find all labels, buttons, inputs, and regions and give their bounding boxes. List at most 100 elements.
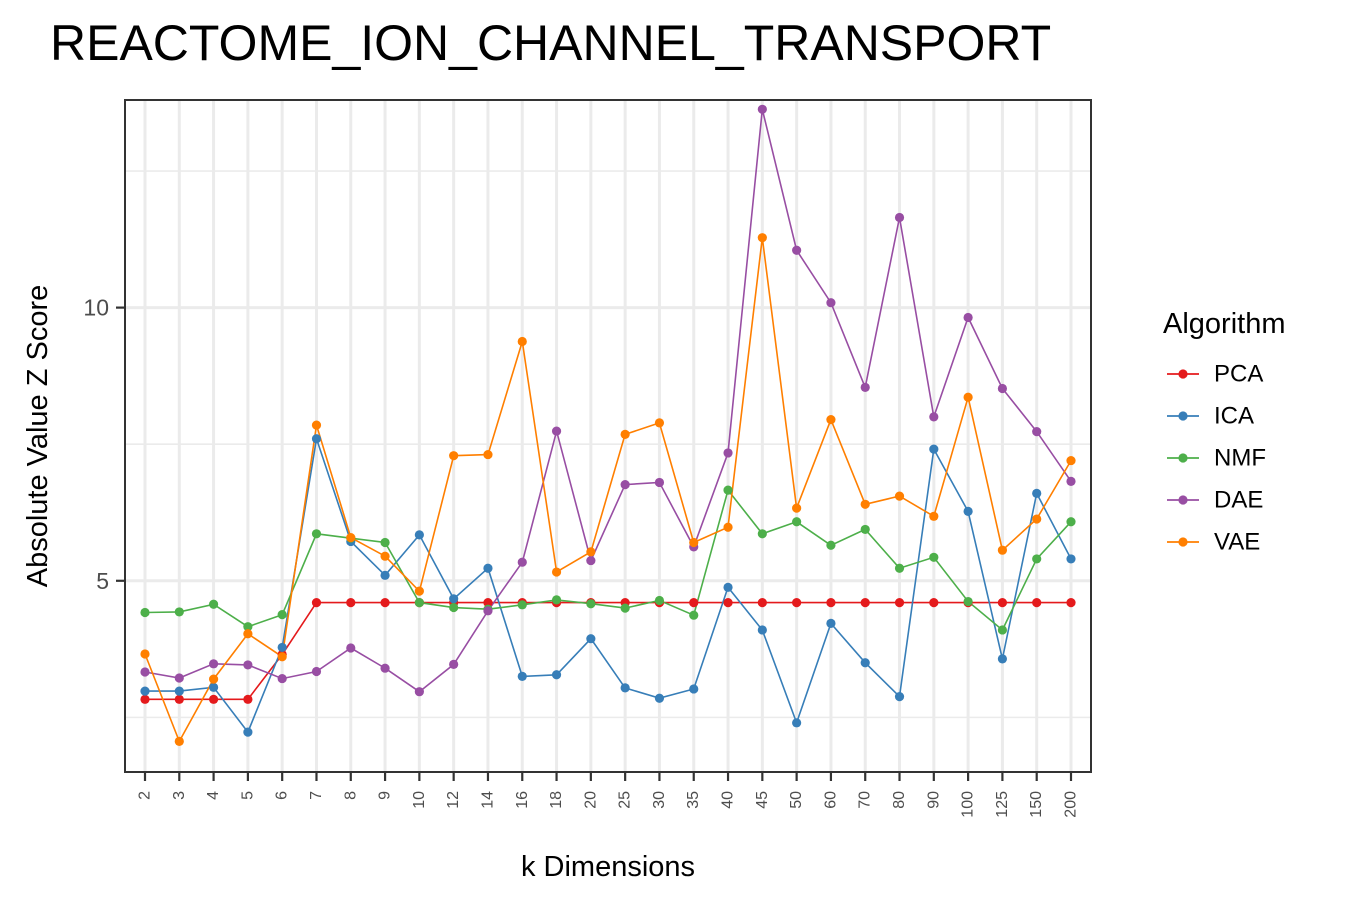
data-point-vae xyxy=(997,545,1008,555)
data-point-ica xyxy=(414,530,424,540)
data-point-ica xyxy=(654,693,665,703)
data-point-vae xyxy=(860,499,870,509)
x-tick-label: 16 xyxy=(514,791,531,809)
data-point-nmf xyxy=(689,610,699,620)
x-tick-label: 80 xyxy=(891,791,908,809)
data-point-nmf xyxy=(1032,554,1042,564)
data-point-ica xyxy=(963,506,973,516)
data-point-nmf xyxy=(620,603,630,613)
data-point-nmf xyxy=(723,485,733,495)
data-point-pca xyxy=(929,598,939,608)
data-point-nmf xyxy=(1066,517,1076,527)
x-tick-label: 150 xyxy=(1028,791,1045,818)
data-point-pca xyxy=(1032,598,1042,608)
data-point-vae xyxy=(826,415,836,425)
data-point-ica xyxy=(586,634,596,644)
data-point-dae xyxy=(826,298,836,308)
data-point-nmf xyxy=(654,595,665,606)
data-point-ica xyxy=(792,718,802,728)
data-point-nmf xyxy=(277,610,287,620)
x-tick-label: 35 xyxy=(685,791,702,809)
data-point-pca xyxy=(243,694,253,704)
x-tick-label: 9 xyxy=(377,791,394,800)
grid-layer xyxy=(125,100,1091,772)
data-point-ica xyxy=(449,594,459,604)
legend-key-point-nmf xyxy=(1178,453,1188,463)
data-point-vae xyxy=(414,586,424,596)
data-point-ica xyxy=(311,434,322,444)
series-line-nmf xyxy=(144,488,1072,632)
data-point-vae xyxy=(551,567,562,577)
data-point-dae xyxy=(449,659,459,669)
data-point-nmf xyxy=(517,600,527,610)
data-point-vae xyxy=(620,429,630,439)
data-point-vae xyxy=(174,736,184,747)
data-point-nmf xyxy=(449,602,459,613)
data-point-vae xyxy=(894,491,905,501)
data-point-ica xyxy=(380,570,390,580)
data-point-pca xyxy=(792,598,802,608)
data-point-ica xyxy=(551,670,562,680)
data-point-pca xyxy=(826,598,836,608)
data-point-pca xyxy=(894,598,905,608)
legend-label-pca: PCA xyxy=(1214,361,1263,388)
data-point-ica xyxy=(723,582,733,592)
x-tick-label: 3 xyxy=(171,791,188,800)
data-point-pca xyxy=(723,598,733,608)
data-point-vae xyxy=(311,420,322,430)
data-point-vae xyxy=(243,629,253,639)
data-point-dae xyxy=(620,480,630,490)
legend: Algorithm PCA ICA NMF DAE VAE xyxy=(1163,308,1286,556)
data-point-ica xyxy=(929,444,939,454)
data-point-vae xyxy=(380,551,390,561)
data-point-pca xyxy=(346,598,356,608)
data-point-vae xyxy=(346,533,356,543)
data-point-vae xyxy=(277,652,287,662)
legend-label-nmf: NMF xyxy=(1214,445,1266,472)
data-point-nmf xyxy=(792,517,802,527)
legend-label-vae: VAE xyxy=(1214,529,1260,556)
data-point-pca xyxy=(757,598,767,608)
x-tick-label: 5 xyxy=(239,791,256,800)
data-point-ica xyxy=(757,625,767,635)
x-tick-label: 60 xyxy=(822,791,839,809)
data-point-vae xyxy=(723,522,733,532)
data-point-pca xyxy=(1066,598,1076,608)
data-point-vae xyxy=(140,649,150,659)
series-line-dae xyxy=(144,109,1072,693)
data-point-vae xyxy=(449,451,459,461)
x-tick-label: 45 xyxy=(754,791,771,809)
data-point-vae xyxy=(586,547,596,557)
x-tick-label: 30 xyxy=(651,791,668,809)
x-tick-label: 14 xyxy=(479,791,496,809)
data-point-ica xyxy=(860,658,870,668)
data-point-vae xyxy=(1032,514,1042,524)
series-line-vae xyxy=(144,237,1072,744)
data-point-pca xyxy=(860,598,870,608)
x-tick-label: 25 xyxy=(617,791,634,809)
data-point-nmf xyxy=(311,529,322,539)
data-point-vae xyxy=(654,418,665,428)
data-point-nmf xyxy=(140,607,150,618)
x-tick-label: 200 xyxy=(1063,791,1080,818)
data-point-vae xyxy=(792,503,802,513)
legend-key-point-pca xyxy=(1178,369,1188,379)
data-point-ica xyxy=(243,727,253,737)
data-point-dae xyxy=(174,673,184,683)
data-point-vae xyxy=(757,233,767,243)
data-point-dae xyxy=(140,667,150,677)
data-point-dae xyxy=(723,448,733,458)
legend-key-point-ica xyxy=(1178,411,1188,421)
x-axis-title: k Dimensions xyxy=(521,851,695,883)
data-point-dae xyxy=(208,659,219,669)
data-point-dae xyxy=(860,382,870,392)
data-point-vae xyxy=(963,392,973,402)
x-tick-label: 12 xyxy=(445,791,462,809)
data-point-nmf xyxy=(414,598,424,608)
data-point-pca xyxy=(208,694,219,704)
data-point-ica xyxy=(208,682,219,692)
data-point-nmf xyxy=(963,596,973,607)
data-point-nmf xyxy=(826,540,836,550)
data-point-ica xyxy=(1066,554,1076,564)
data-point-ica xyxy=(826,618,836,628)
